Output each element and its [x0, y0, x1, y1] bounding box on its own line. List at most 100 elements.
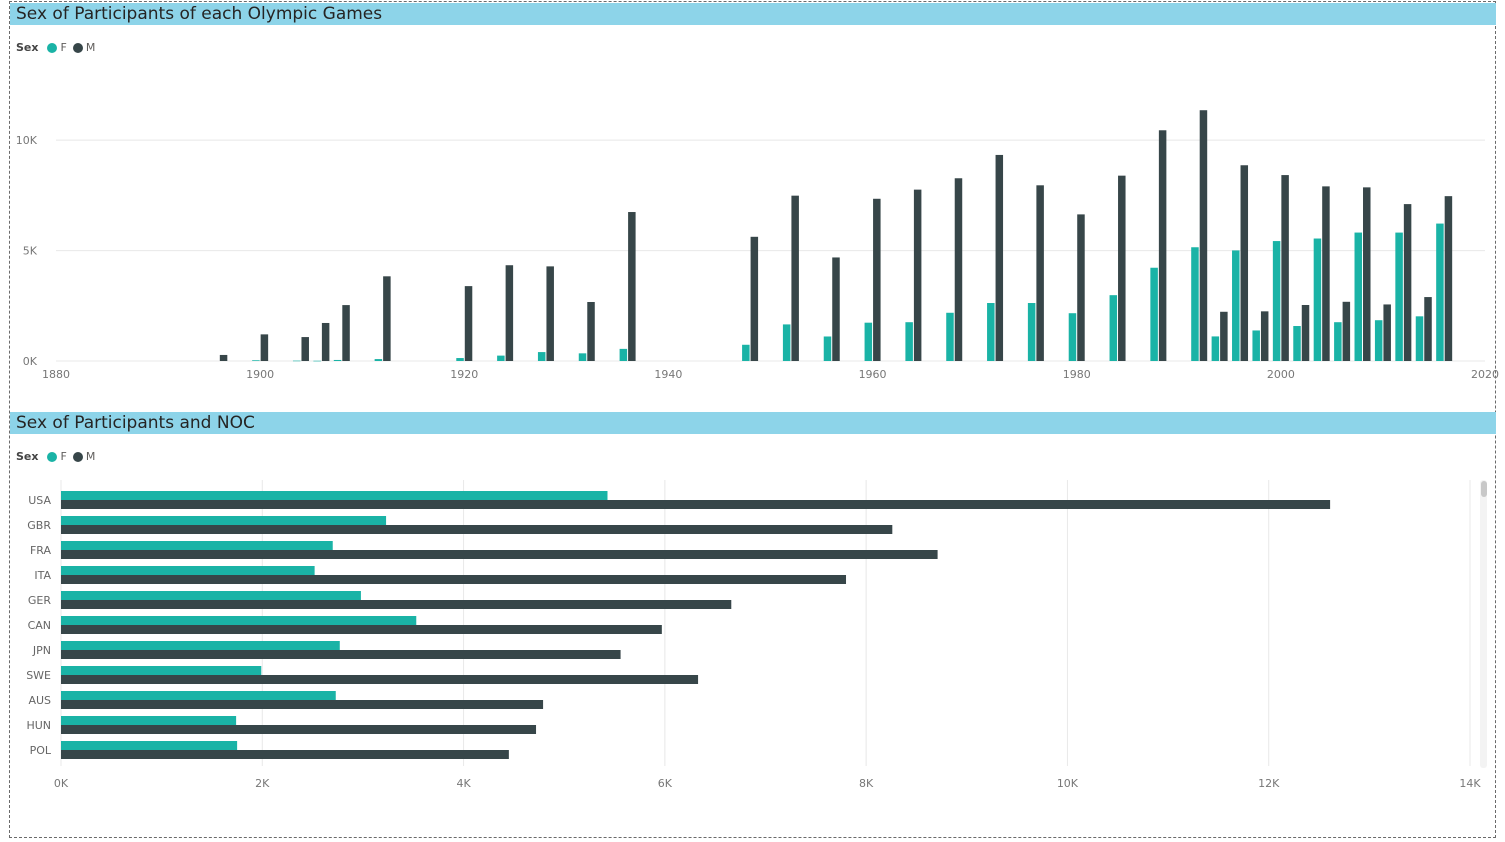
chart2-bar-f: [61, 516, 387, 525]
chart1-bar-m: [832, 257, 840, 361]
chart1-x-tick: 1980: [1063, 368, 1091, 381]
chart1-plot[interactable]: 0K 5K 10K 1880 1900 1920 1940 1960 1980 2000 2020: [0, 0, 1505, 400]
chart1-bar-f: [1395, 232, 1403, 361]
chart1-bar-m: [1342, 301, 1351, 361]
chart1-bar-m: [873, 198, 881, 361]
chart1-bar-f: [1150, 267, 1158, 361]
chart2-category-label: GER: [28, 594, 51, 607]
chart1-bar-f: [456, 358, 464, 361]
chart2-legend[interactable]: Sex F M: [16, 450, 101, 463]
chart1-bar-m: [1158, 130, 1167, 361]
chart2-bar-m: [61, 750, 509, 759]
chart2-bar-f: [61, 691, 336, 700]
chart1-bar-f: [374, 359, 383, 361]
chart2-legend-m[interactable]: M: [85, 450, 96, 463]
chart2-category-label: AUS: [28, 694, 51, 707]
chart2-category-label: USA: [28, 494, 51, 507]
chart2-category-label: CAN: [28, 619, 51, 632]
chart1-bar-f: [1313, 238, 1322, 361]
chart1-bar-f: [1068, 313, 1077, 361]
chart1-bar-m: [383, 276, 391, 361]
chart1-bar-m: [546, 266, 554, 361]
chart2-category-label: HUN: [26, 719, 51, 732]
chart2-category-label: FRA: [30, 544, 52, 557]
chart2-bar-f: [61, 491, 608, 500]
chart2-scrollbar[interactable]: [1480, 480, 1487, 768]
chart2-bar-f: [61, 616, 417, 625]
chart1-bar-f: [742, 344, 750, 361]
chart2-bar-m: [61, 600, 732, 609]
chart1-bar-f: [1252, 330, 1260, 361]
chart2-x-tick: 0K: [54, 777, 69, 790]
chart1-bar-m: [628, 212, 636, 361]
chart1-legend[interactable]: Sex F M: [16, 41, 101, 54]
chart1-bar-f: [333, 359, 342, 361]
chart2-scrollbar-thumb[interactable]: [1481, 481, 1487, 497]
chart1-bar-m: [1260, 311, 1269, 361]
chart1-bar-m: [1363, 187, 1371, 361]
chart1-bar-m: [342, 305, 350, 361]
chart1-bar-m: [321, 322, 330, 361]
legend-m-marker-icon: [72, 451, 83, 462]
chart2-bar-m: [61, 675, 699, 684]
chart1-x-tick: 2020: [1471, 368, 1499, 381]
chart1-bar-f: [905, 322, 913, 361]
chart1-bar-f: [497, 355, 505, 361]
chart2-category-label: POL: [30, 744, 52, 757]
chart1-bar-m: [464, 286, 473, 361]
chart1-legend-m[interactable]: M: [85, 41, 96, 54]
chart1-bar-m: [1281, 175, 1289, 361]
chart1-bar-m: [1118, 175, 1126, 361]
chart1-bar-f: [1293, 326, 1301, 361]
chart1-bar-f: [1272, 241, 1281, 361]
chart2-bar-f: [61, 741, 238, 750]
chart2-legend-f[interactable]: F: [60, 450, 67, 463]
chart1-x-tick: 2000: [1267, 368, 1295, 381]
chart1-bar-m: [1220, 311, 1228, 361]
chart1-bar-m: [1444, 196, 1453, 361]
chart1-bar-f: [1334, 322, 1342, 361]
chart2-bar-f: [61, 666, 262, 675]
chart1-legend-title: Sex: [16, 41, 39, 54]
chart1-bar-f: [1232, 250, 1240, 361]
chart1-bar-f: [823, 336, 832, 361]
chart1-bar-f: [1109, 295, 1118, 361]
chart1-bar-m: [260, 334, 269, 361]
chart2-bar-m: [61, 525, 893, 534]
chart1-x-tick: 1960: [859, 368, 887, 381]
chart1-bar-f: [946, 312, 954, 361]
chart1-x-tick: 1900: [246, 368, 274, 381]
chart2-title: Sex of Participants and NOC: [10, 412, 1496, 434]
chart1-bar-m: [301, 337, 309, 361]
chart1-bar-f: [1354, 232, 1363, 361]
chart1-bar-m: [1077, 214, 1085, 361]
chart1-bar-m: [791, 195, 799, 361]
chart1-bar-m: [587, 301, 595, 361]
chart1-legend-f[interactable]: F: [60, 41, 67, 54]
chart1-bar-m: [913, 189, 922, 361]
chart1-bar-f: [292, 360, 301, 362]
chart2-bar-f: [61, 591, 361, 600]
chart1-bar-m: [750, 236, 759, 361]
chart1-bar-m: [1403, 204, 1412, 361]
chart1-y-tick: 10K: [16, 134, 38, 147]
chart1-bar-m: [1301, 304, 1310, 361]
chart1-bar-m: [954, 178, 963, 361]
chart2-category-label: SWE: [26, 669, 51, 682]
chart2-x-tick: 12K: [1258, 777, 1280, 790]
chart1-bar-f: [537, 352, 546, 361]
chart1-bar-m: [1322, 186, 1330, 361]
chart1-bar-f: [987, 303, 995, 361]
chart1-bar-f: [1211, 336, 1220, 361]
chart1-bar-m: [505, 265, 514, 361]
chart2-bar-m: [61, 725, 537, 734]
chart1-bar-f: [1374, 320, 1383, 361]
legend-f-marker-icon: [47, 451, 58, 462]
chart2-bar-f: [61, 566, 315, 575]
chart2-x-tick: 6K: [658, 777, 673, 790]
chart1-x-tick: 1880: [42, 368, 70, 381]
chart1-y-tick: 5K: [23, 245, 38, 258]
chart1-bar-f: [578, 353, 587, 361]
chart2-bar-m: [61, 700, 544, 709]
